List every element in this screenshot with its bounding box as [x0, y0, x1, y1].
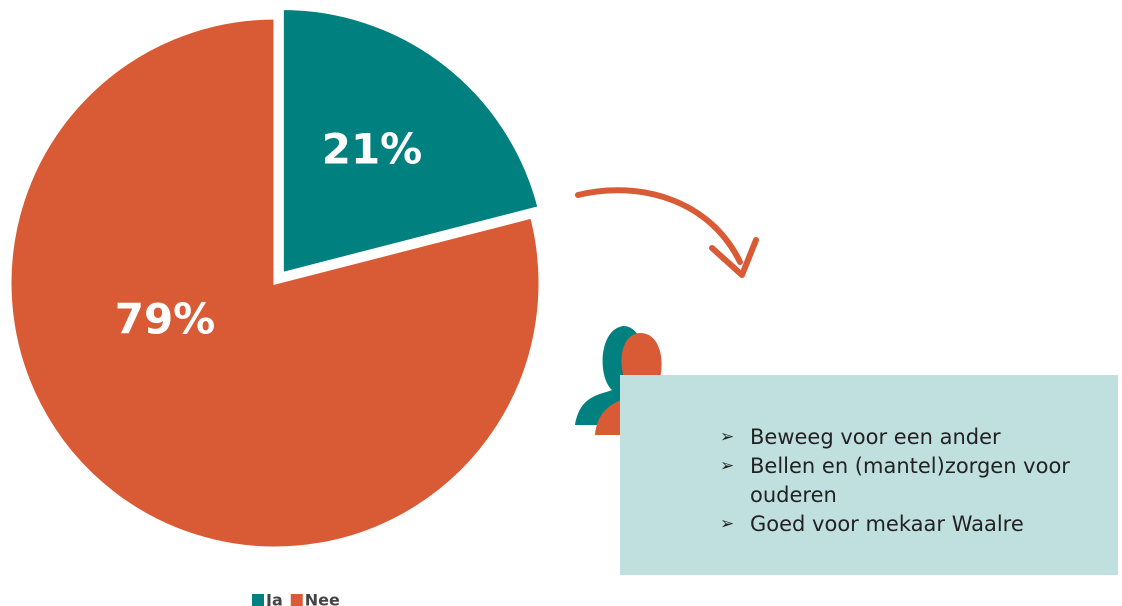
- legend-swatch: [290, 594, 303, 606]
- annotation-box: Beweeg voor een anderBellen en (mantel)z…: [620, 375, 1118, 575]
- pie-slice: [280, 7, 541, 276]
- legend-label: Nee: [305, 591, 340, 606]
- legend-label: Ja: [265, 591, 283, 606]
- data-label: 21%: [322, 125, 423, 174]
- pie-slice: [8, 16, 542, 550]
- arrow-head: [709, 237, 759, 278]
- data-label: 79%: [115, 295, 216, 344]
- annotation-item: Goed voor mekaar Waalre: [718, 510, 1088, 539]
- annotation-list: Beweeg voor een anderBellen en (mantel)z…: [718, 423, 1088, 539]
- arrow: [575, 187, 743, 265]
- legend-swatch: [252, 594, 264, 606]
- annotation-item: Bellen en (mantel)zorgen voor ouderen: [718, 452, 1088, 510]
- annotation-item: Beweeg voor een ander: [718, 423, 1088, 452]
